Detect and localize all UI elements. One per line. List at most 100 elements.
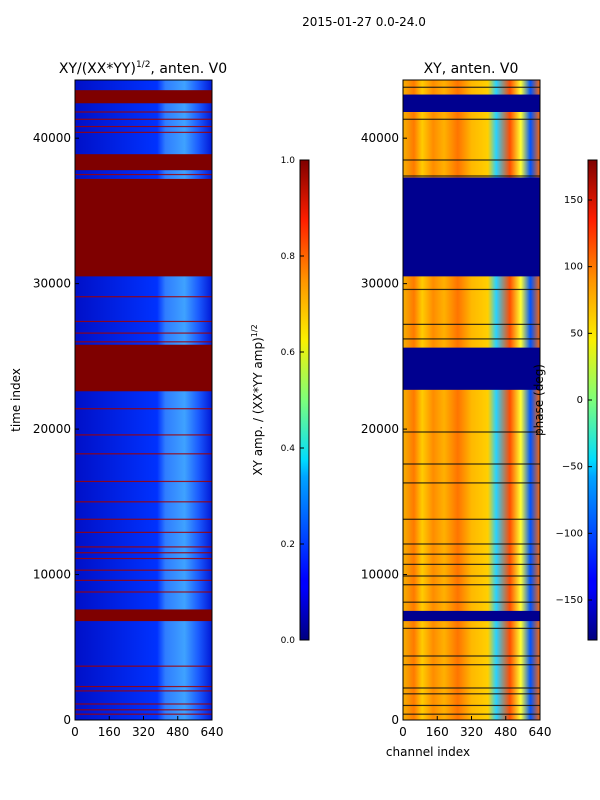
heatmap-amplitude-overlay bbox=[75, 90, 212, 715]
heatmap-line bbox=[75, 320, 212, 323]
heatmap-line bbox=[75, 111, 212, 113]
colorbar-tick-label: −50 bbox=[562, 462, 583, 473]
colorbar-tick-label: 1.0 bbox=[281, 156, 296, 166]
colorbar-tick-label: 0.6 bbox=[281, 348, 296, 358]
heatmap-line bbox=[75, 531, 212, 533]
x-tick-label: 320 bbox=[460, 725, 483, 739]
y-tick-label: 40000 bbox=[33, 131, 71, 145]
heatmap-line bbox=[403, 704, 540, 707]
x-tick-label: 480 bbox=[166, 725, 189, 739]
heatmap-line bbox=[75, 685, 212, 688]
heatmap-line bbox=[403, 575, 540, 577]
heatmap-line bbox=[403, 584, 540, 586]
colorbar-amplitude: 0.0 0.2 0.4 0.6 0.8 1.0 XY amp. / (XX*YY amp)… bbox=[250, 156, 310, 646]
heatmap-band bbox=[403, 94, 540, 112]
x-tick-label: 320 bbox=[132, 725, 155, 739]
y-tick-label: 40000 bbox=[361, 131, 399, 145]
x-tick-label: 640 bbox=[201, 725, 224, 739]
colorbar-tick-label: −100 bbox=[556, 528, 583, 539]
heatmap-line bbox=[403, 338, 540, 340]
heatmap-line bbox=[75, 341, 212, 343]
heatmap-line bbox=[403, 482, 540, 484]
heatmap-line bbox=[403, 601, 540, 603]
heatmap-line bbox=[75, 713, 212, 715]
colorbar-tick-label: 0 bbox=[577, 395, 583, 406]
heatmap-line bbox=[403, 463, 540, 465]
x-tick-label: 0 bbox=[399, 725, 407, 739]
heatmap-line bbox=[75, 552, 212, 554]
heatmap-phase-overlay bbox=[403, 86, 540, 715]
heatmap-line bbox=[403, 175, 540, 177]
heatmap-line bbox=[75, 118, 212, 120]
heatmap-line bbox=[403, 86, 540, 88]
heatmap-phase-title: XY, anten. V0 bbox=[424, 61, 519, 77]
heatmap-line bbox=[75, 546, 212, 548]
heatmap-line bbox=[403, 713, 540, 715]
colorbar-tick-label: 0.4 bbox=[281, 444, 296, 454]
heatmap-line bbox=[75, 173, 212, 176]
heatmap-amplitude-base bbox=[75, 80, 212, 720]
heatmap-line bbox=[403, 655, 540, 657]
heatmap-band bbox=[75, 178, 212, 277]
colorbar-tick-label: 100 bbox=[564, 262, 583, 273]
heatmap-band bbox=[403, 177, 540, 277]
colorbar-tick-label: −150 bbox=[556, 595, 583, 606]
heatmap-band bbox=[75, 154, 212, 171]
colorbar-tick-label: 0.2 bbox=[281, 540, 295, 550]
y-tick-label: 10000 bbox=[33, 568, 71, 582]
colorbar-tick-label: 150 bbox=[564, 195, 583, 206]
heatmap-line bbox=[75, 709, 212, 711]
heatmap-line bbox=[75, 480, 212, 483]
heatmap-band bbox=[403, 610, 540, 622]
heatmap-band bbox=[75, 609, 212, 622]
heatmap-line bbox=[403, 693, 540, 695]
colorbar-tick-label: 0.0 bbox=[281, 636, 296, 646]
y-tick-label: 20000 bbox=[33, 422, 71, 436]
heatmap-line bbox=[75, 665, 212, 667]
heatmap-line bbox=[75, 703, 212, 705]
heatmap-line bbox=[403, 159, 540, 161]
colorbar-phase-label: phase (deg) bbox=[532, 364, 546, 436]
heatmap-line bbox=[403, 553, 540, 555]
colorbar-amplitude-label: XY amp. / (XX*YY amp)1/2 bbox=[250, 324, 265, 475]
y-tick-label: 20000 bbox=[361, 422, 399, 436]
heatmap-line bbox=[75, 591, 212, 593]
heatmap-line bbox=[75, 125, 212, 128]
heatmap-line bbox=[75, 453, 212, 455]
heatmap-line bbox=[403, 543, 540, 545]
heatmap-band bbox=[403, 347, 540, 390]
heatmap-line bbox=[75, 690, 212, 692]
heatmap-line bbox=[403, 687, 540, 689]
heatmap-line bbox=[403, 664, 540, 666]
heatmap-amplitude-panel: XY/(XX*YY)1/2, anten. V0 0 160 320 480 640 0… bbox=[9, 60, 227, 739]
heatmap-line bbox=[403, 431, 540, 433]
colorbar-phase: phase (deg) −150 −100 −50 0 50 100 150 bbox=[532, 159, 598, 641]
heatmap-line bbox=[403, 288, 540, 291]
heatmap-amplitude-title: XY/(XX*YY)1/2, anten. V0 bbox=[59, 60, 227, 77]
heatmap-line bbox=[75, 408, 212, 410]
heatmap-amplitude-ylabel: time index bbox=[9, 368, 23, 432]
heatmap-band bbox=[75, 90, 212, 104]
heatmap-line bbox=[403, 627, 540, 629]
figure-suptitle: 2015-01-27 0.0-24.0 bbox=[302, 15, 426, 29]
heatmap-line bbox=[403, 563, 540, 565]
heatmap-line bbox=[75, 569, 212, 571]
heatmap-line bbox=[75, 579, 212, 581]
y-tick-label: 30000 bbox=[33, 277, 71, 291]
x-tick-label: 160 bbox=[98, 725, 121, 739]
heatmap-line bbox=[403, 118, 540, 120]
x-tick-label: 640 bbox=[529, 725, 552, 739]
heatmap-band bbox=[75, 344, 212, 392]
heatmap-line bbox=[75, 332, 212, 334]
heatmap-line bbox=[75, 518, 212, 520]
y-tick-label: 0 bbox=[63, 713, 71, 727]
heatmap-line bbox=[75, 434, 212, 436]
y-tick-label: 0 bbox=[391, 713, 399, 727]
heatmap-line bbox=[75, 557, 212, 560]
heatmap-line bbox=[75, 501, 212, 503]
colorbar-tick-label: 50 bbox=[570, 328, 583, 339]
colorbar-amplitude-gradient bbox=[299, 159, 310, 641]
x-tick-label: 0 bbox=[71, 725, 79, 739]
heatmap-phase-panel: XY, anten. V0 0 160 320 480 640 0 10000 20000 3… bbox=[361, 61, 552, 759]
y-tick-label: 10000 bbox=[361, 568, 399, 582]
